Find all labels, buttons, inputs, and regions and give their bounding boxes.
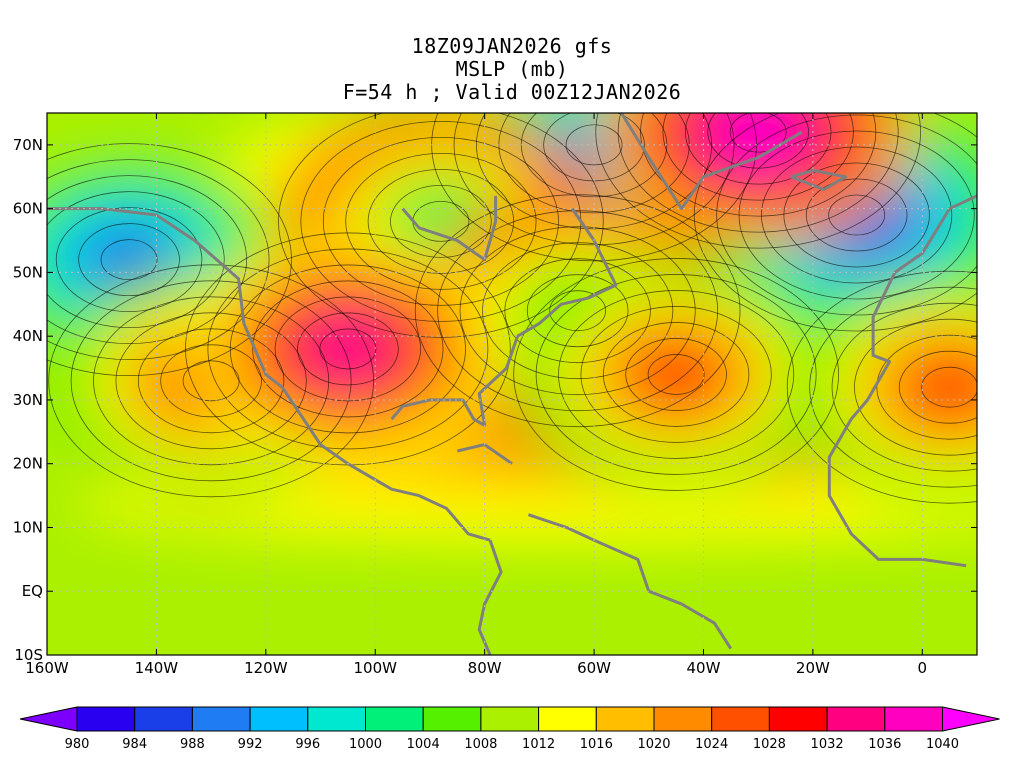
lon-tick-label: 120W: [244, 659, 288, 677]
colorbar-level-label: 1024: [695, 737, 728, 752]
colorbar-swatch: [768, 706, 828, 732]
map-frame: [46, 112, 978, 656]
colorbar-swatch: [134, 706, 193, 732]
colorbar-level-label: 1036: [868, 737, 901, 752]
colorbar-swatch: [826, 706, 886, 732]
colorbar-level-label: 996: [295, 737, 320, 752]
lon-tick-label: 60W: [577, 659, 611, 677]
colorbar-level-label: 1004: [407, 737, 440, 752]
colorbar-level-label: 992: [238, 737, 263, 752]
pressure-field: [47, 113, 977, 655]
colorbar-level-label: 1000: [349, 737, 382, 752]
colorbar-swatch: [249, 706, 309, 732]
lon-tick-label: 80W: [468, 659, 502, 677]
lon-tick-label: 140W: [135, 659, 179, 677]
lon-tick-label: 0: [918, 659, 928, 677]
lat-tick-label: EQ: [22, 582, 43, 600]
colorbar-level-label: 1008: [464, 737, 497, 752]
colorbar-swatch: [653, 706, 713, 732]
lon-tick-label: 20W: [796, 659, 830, 677]
colorbar-level-label: 1032: [811, 737, 844, 752]
colorbar-swatch: [422, 706, 482, 732]
colorbar-level-label: 984: [122, 737, 147, 752]
colorbar-swatch: [76, 706, 136, 732]
lat-tick-label: 60N: [13, 200, 43, 218]
lat-tick-label: 10N: [13, 518, 43, 536]
colorbar-swatch: [595, 706, 655, 732]
colorbar-level-label: 1016: [580, 737, 613, 752]
colorbar-swatch: [711, 706, 770, 732]
map-title-valid-time: F=54 h ; Valid 00Z12JAN2026: [342, 80, 682, 104]
colorbar-swatch: [884, 706, 943, 732]
colorbar-level-label: 1028: [753, 737, 786, 752]
colorbar-swatch: [365, 706, 424, 732]
map-title-variable: MSLP (mb): [455, 57, 569, 81]
lon-tick-label: 160W: [25, 659, 69, 677]
lat-tick-label: 10S: [14, 646, 43, 664]
colorbar-max-arrow: [942, 706, 1000, 732]
colorbar-level-label: 988: [180, 737, 205, 752]
lat-tick-label: 50N: [13, 263, 43, 281]
colorbar-level-label: 980: [65, 737, 90, 752]
lat-tick-label: 30N: [13, 391, 43, 409]
colorbar-swatch: [191, 706, 251, 732]
colorbar-swatch: [307, 706, 366, 732]
lat-tick-label: 70N: [13, 136, 43, 154]
colorbar-level-label: 1020: [637, 737, 670, 752]
lat-tick-label: 20N: [13, 455, 43, 473]
lon-tick-label: 100W: [354, 659, 398, 677]
colorbar-min-arrow: [19, 706, 78, 732]
lon-tick-label: 40W: [687, 659, 721, 677]
colorbar-level-label: 1040: [926, 737, 959, 752]
lat-tick-label: 40N: [13, 327, 43, 345]
map-title-run: 18Z09JAN2026 gfs: [411, 34, 613, 58]
colorbar-swatch: [538, 706, 597, 732]
colorbar-swatch: [480, 706, 540, 732]
colorbar: 980 984 988 992 996 1000 1004 1008 1012 1016 1020 1…: [19, 706, 1000, 752]
colorbar-level-label: 1012: [522, 737, 555, 752]
